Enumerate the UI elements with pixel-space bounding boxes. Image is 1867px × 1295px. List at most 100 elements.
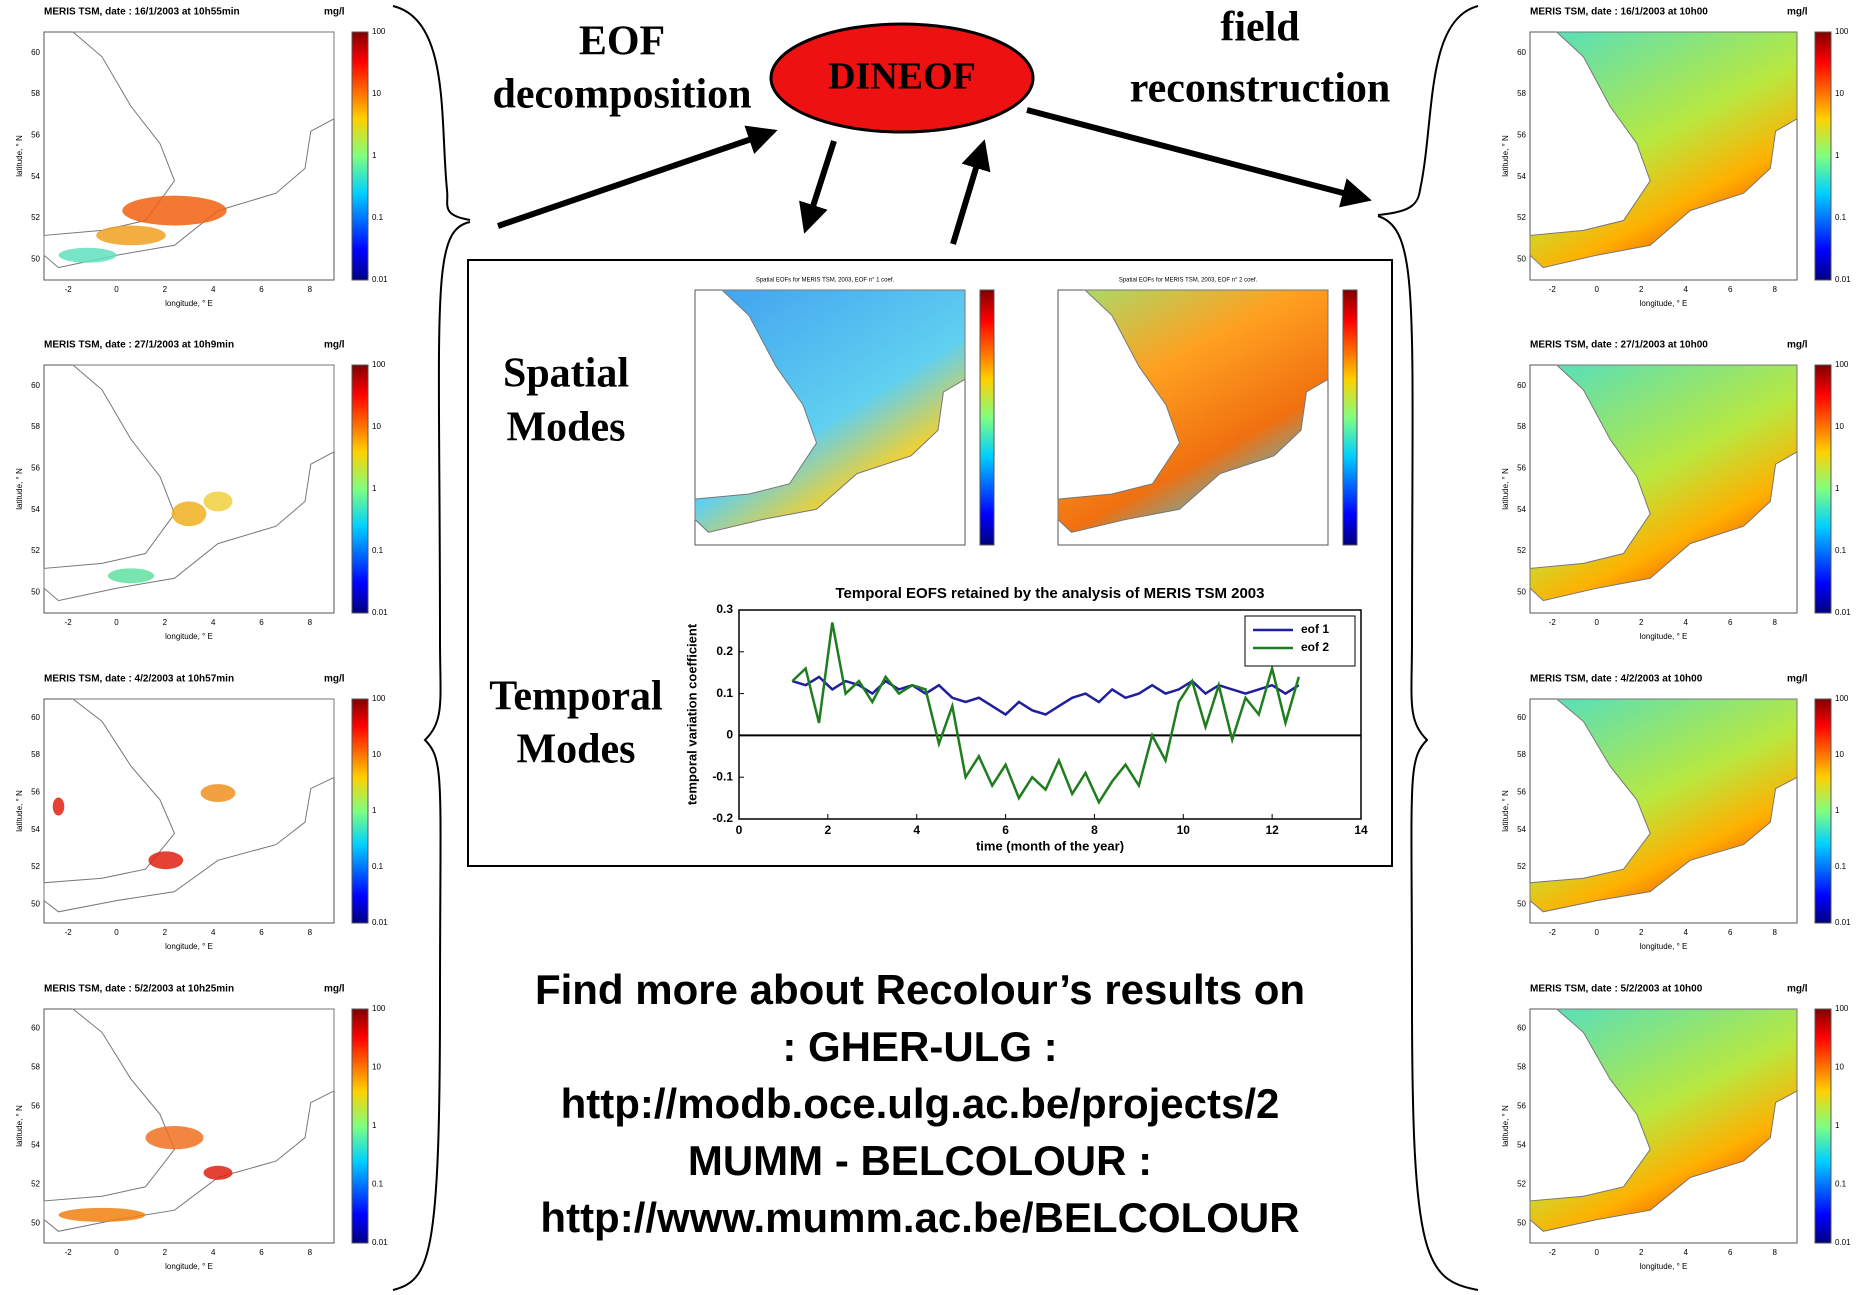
sea-field bbox=[43, 1008, 335, 1232]
x-tick-label: 4 bbox=[913, 823, 920, 837]
map-unit: mg/l bbox=[1787, 674, 1808, 685]
map-xlabel: longitude, ° E bbox=[1640, 1262, 1688, 1271]
lat-tick: 56 bbox=[1517, 1102, 1526, 1111]
map-ylabel: latitude, ° N bbox=[1501, 468, 1510, 510]
map-unit: mg/l bbox=[1787, 984, 1808, 995]
colorbar-tick: 10 bbox=[1835, 89, 1844, 98]
lat-tick: 50 bbox=[31, 899, 40, 908]
colorbar-tick: 1 bbox=[1835, 806, 1840, 815]
footer-line: : GHER-ULG : bbox=[782, 1023, 1057, 1070]
lon-tick: 4 bbox=[211, 618, 216, 627]
lat-tick: 60 bbox=[31, 381, 40, 390]
x-tick-label: 6 bbox=[1002, 823, 1009, 837]
lat-tick: 58 bbox=[31, 89, 40, 98]
sea-field bbox=[1529, 31, 1798, 269]
y-axis-label: temporal variation coefficient bbox=[684, 623, 699, 805]
footer-line: Find more about Recolour’s results on bbox=[535, 966, 1305, 1013]
x-tick-label: 14 bbox=[1354, 823, 1368, 837]
map-title: MERIS TSM, date : 5/2/2003 at 10h25min bbox=[44, 984, 234, 995]
sea-field bbox=[1529, 364, 1798, 602]
colorbar-tick: 100 bbox=[372, 27, 386, 36]
lon-tick: 4 bbox=[1684, 928, 1689, 937]
colorbar-tick: 10 bbox=[372, 1063, 381, 1072]
lat-tick: 52 bbox=[31, 546, 40, 555]
colorbar-tick: 100 bbox=[1835, 360, 1849, 369]
colorbar-tick: 0.01 bbox=[1835, 1238, 1851, 1247]
sea-field bbox=[43, 364, 335, 602]
tsm-patch bbox=[203, 491, 233, 512]
lon-tick: -2 bbox=[1549, 618, 1557, 627]
lat-tick: 54 bbox=[1517, 825, 1526, 834]
lon-tick: 0 bbox=[1595, 618, 1600, 627]
colorbar-tick: 0.1 bbox=[1835, 862, 1847, 871]
lat-tick: 54 bbox=[31, 505, 40, 514]
colorbar-tick: 0.01 bbox=[1835, 275, 1851, 284]
colorbar bbox=[351, 364, 369, 614]
lat-tick: 56 bbox=[1517, 787, 1526, 796]
colorbar-tick: 0.01 bbox=[372, 918, 388, 927]
lat-tick: 56 bbox=[1517, 130, 1526, 139]
map-title: MERIS TSM, date : 4/2/2003 at 10h00 bbox=[1530, 674, 1703, 685]
x-tick-label: 8 bbox=[1091, 823, 1098, 837]
lon-tick: 0 bbox=[1595, 928, 1600, 937]
lon-tick: 2 bbox=[163, 928, 168, 937]
series-line bbox=[791, 675, 1300, 717]
lon-tick: -2 bbox=[65, 1248, 73, 1257]
colorbar-tick: 0.1 bbox=[1835, 546, 1847, 555]
tsm-patch bbox=[145, 1126, 204, 1150]
brace bbox=[1377, 5, 1479, 216]
x-tick-label: 12 bbox=[1265, 823, 1279, 837]
map-title: MERIS TSM, date : 27/1/2003 at 10h00 bbox=[1530, 340, 1708, 351]
series-line bbox=[791, 622, 1301, 805]
tsm-patch bbox=[52, 797, 65, 816]
lon-tick: 8 bbox=[1773, 1248, 1778, 1257]
x-tick-label: 2 bbox=[825, 823, 832, 837]
brace bbox=[392, 221, 471, 1291]
lat-tick: 58 bbox=[1517, 89, 1526, 98]
tsm-patch bbox=[148, 851, 184, 870]
lat-tick: 56 bbox=[31, 130, 40, 139]
lon-tick: -2 bbox=[65, 928, 73, 937]
lon-tick: 4 bbox=[211, 928, 216, 937]
y-tick-label: -0.2 bbox=[712, 811, 733, 825]
temporal-label: Temporal bbox=[489, 674, 662, 720]
x-axis-label: time (month of the year) bbox=[976, 838, 1124, 853]
colorbar-tick: 1 bbox=[372, 151, 377, 160]
lat-tick: 50 bbox=[31, 1219, 40, 1228]
map-title: MERIS TSM, date : 16/1/2003 at 10h00 bbox=[1530, 7, 1708, 18]
spatial-mode-field bbox=[1057, 289, 1329, 533]
lat-tick: 52 bbox=[31, 213, 40, 222]
colorbar-tick: 1 bbox=[372, 806, 377, 815]
tsm-patch bbox=[203, 1165, 233, 1180]
lat-tick: 50 bbox=[1517, 899, 1526, 908]
maps: MERIS TSM, date : 16/1/2003 at 10h55min m… bbox=[15, 7, 1851, 1271]
map-xlabel: longitude, ° E bbox=[1640, 942, 1688, 951]
lon-tick: 0 bbox=[114, 928, 119, 937]
tsm-patch bbox=[58, 247, 117, 263]
lon-tick: 2 bbox=[1639, 285, 1644, 294]
colorbar-tick: 10 bbox=[372, 422, 381, 431]
lat-tick: 58 bbox=[1517, 422, 1526, 431]
y-tick-label: 0.1 bbox=[716, 686, 733, 700]
dineof-label: DINEOF bbox=[828, 56, 976, 98]
lon-tick: 6 bbox=[1728, 618, 1733, 627]
temporal-label: Modes bbox=[517, 727, 636, 773]
lat-tick: 56 bbox=[1517, 463, 1526, 472]
lat-tick: 50 bbox=[31, 587, 40, 596]
lat-tick: 52 bbox=[1517, 862, 1526, 871]
lat-tick: 54 bbox=[31, 172, 40, 181]
colorbar bbox=[1814, 698, 1832, 924]
colorbar-tick: 0.01 bbox=[372, 608, 388, 617]
sea-field bbox=[1529, 1008, 1798, 1232]
map-ylabel: latitude, ° N bbox=[15, 790, 24, 832]
reconstruction-label: reconstruction bbox=[1130, 66, 1391, 112]
colorbar-tick: 100 bbox=[372, 694, 386, 703]
footer: Find more about Recolour’s results on : G… bbox=[535, 966, 1305, 1241]
lat-tick: 54 bbox=[1517, 505, 1526, 514]
lon-tick: 8 bbox=[308, 928, 313, 937]
sea-field bbox=[1529, 698, 1798, 913]
lon-tick: 4 bbox=[1684, 618, 1689, 627]
lon-tick: 8 bbox=[1773, 928, 1778, 937]
lon-tick: -2 bbox=[1549, 928, 1557, 937]
colorbar-tick: 100 bbox=[1835, 27, 1849, 36]
